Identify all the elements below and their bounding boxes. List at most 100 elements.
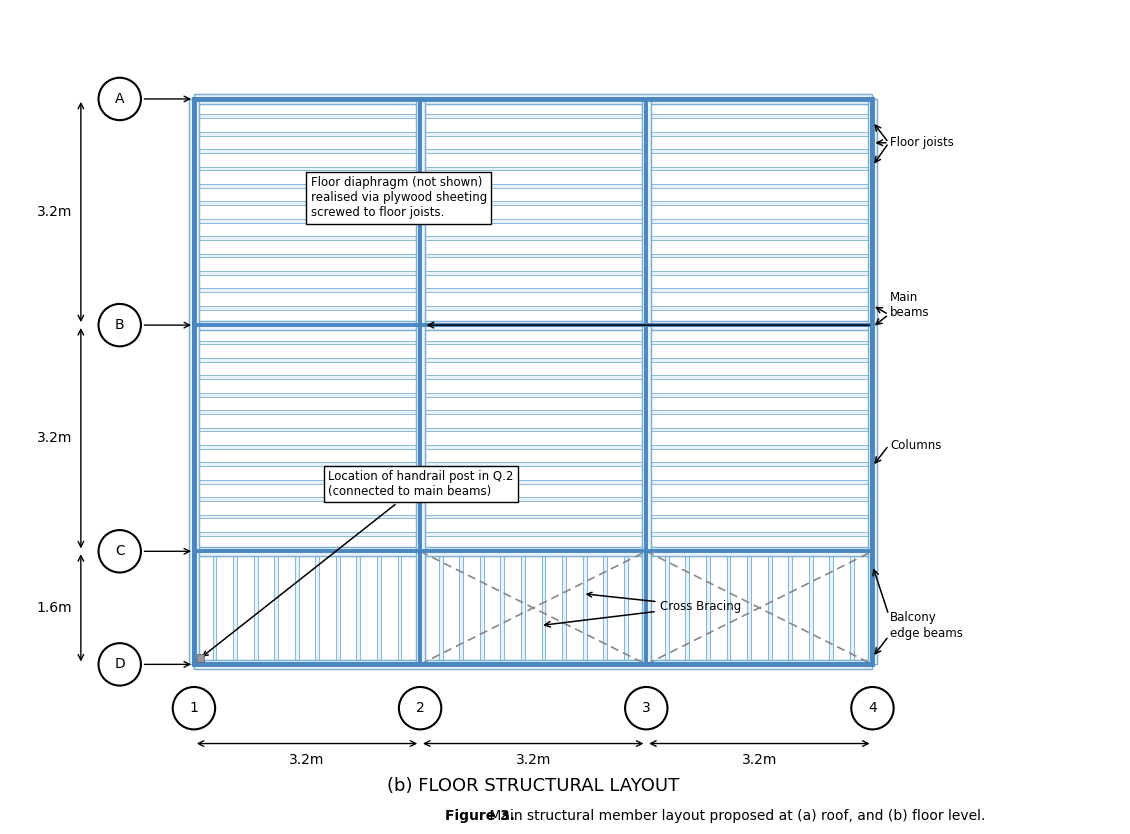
Bar: [425, 410, 642, 414]
Text: Figure 3.: Figure 3.: [445, 809, 515, 823]
Bar: [425, 428, 642, 431]
Bar: [425, 497, 642, 501]
Bar: [199, 306, 416, 309]
Bar: [651, 149, 868, 153]
Bar: [199, 132, 416, 136]
Circle shape: [98, 304, 141, 346]
Bar: [459, 556, 463, 660]
Bar: [767, 556, 772, 660]
Bar: [521, 556, 524, 660]
Bar: [194, 547, 872, 556]
Bar: [651, 167, 868, 170]
Bar: [789, 556, 792, 660]
Circle shape: [98, 78, 141, 120]
Bar: [199, 480, 416, 484]
Bar: [199, 289, 416, 292]
Text: 3: 3: [642, 701, 651, 716]
Bar: [651, 184, 868, 188]
Bar: [651, 201, 868, 205]
Bar: [425, 358, 642, 362]
Bar: [199, 114, 416, 118]
Bar: [651, 393, 868, 397]
Bar: [199, 358, 416, 362]
Bar: [194, 94, 872, 103]
Bar: [199, 393, 416, 397]
Bar: [425, 306, 642, 309]
Text: 4: 4: [868, 701, 877, 716]
Bar: [562, 556, 566, 660]
Bar: [747, 556, 751, 660]
Bar: [199, 375, 416, 379]
Text: Main
beams: Main beams: [890, 291, 930, 319]
Bar: [651, 132, 868, 136]
Bar: [425, 532, 642, 535]
Bar: [809, 556, 812, 660]
Text: C: C: [115, 545, 124, 558]
Bar: [199, 340, 416, 344]
Bar: [194, 99, 872, 665]
Bar: [651, 462, 868, 466]
Bar: [651, 428, 868, 431]
Bar: [425, 393, 642, 397]
Bar: [651, 358, 868, 362]
Circle shape: [98, 530, 141, 572]
Bar: [706, 556, 710, 660]
Bar: [438, 556, 443, 660]
Bar: [425, 462, 642, 466]
Bar: [651, 515, 868, 519]
Bar: [199, 201, 416, 205]
Bar: [199, 410, 416, 414]
Bar: [651, 410, 868, 414]
Bar: [651, 306, 868, 309]
Bar: [197, 655, 203, 661]
Bar: [212, 556, 217, 660]
Bar: [416, 99, 425, 665]
Bar: [425, 480, 642, 484]
Bar: [651, 532, 868, 535]
Bar: [583, 556, 586, 660]
Bar: [194, 94, 872, 103]
Bar: [664, 556, 669, 660]
Bar: [651, 254, 868, 258]
Bar: [651, 340, 868, 344]
Bar: [686, 556, 689, 660]
Bar: [747, 556, 751, 660]
Bar: [398, 556, 401, 660]
Bar: [194, 320, 872, 329]
Bar: [651, 289, 868, 292]
Bar: [829, 556, 833, 660]
Text: 3.2m: 3.2m: [37, 431, 72, 445]
Bar: [199, 271, 416, 275]
Bar: [425, 445, 642, 449]
Bar: [480, 556, 484, 660]
Bar: [194, 660, 872, 669]
Bar: [199, 254, 416, 258]
Text: 3.2m: 3.2m: [289, 753, 324, 766]
Bar: [199, 532, 416, 535]
Bar: [425, 167, 642, 170]
Bar: [356, 556, 360, 660]
Bar: [194, 320, 872, 329]
Bar: [850, 556, 854, 660]
Bar: [425, 184, 642, 188]
Text: 1.6m: 1.6m: [37, 600, 72, 615]
Bar: [651, 271, 868, 275]
Bar: [651, 445, 868, 449]
Text: Floor joists: Floor joists: [890, 136, 954, 149]
Bar: [624, 556, 627, 660]
Bar: [789, 556, 792, 660]
Bar: [199, 149, 416, 153]
Bar: [829, 556, 833, 660]
Bar: [651, 114, 868, 118]
Circle shape: [399, 687, 442, 730]
Bar: [438, 556, 443, 660]
Bar: [199, 167, 416, 170]
Bar: [651, 375, 868, 379]
Bar: [199, 445, 416, 449]
Bar: [868, 99, 877, 665]
Bar: [194, 547, 872, 556]
Bar: [425, 340, 642, 344]
Text: Floor diaphragm (not shown)
realised via plywood sheeting
screwed to floor joist: Floor diaphragm (not shown) realised via…: [311, 177, 487, 219]
Text: Balcony
edge beams: Balcony edge beams: [890, 611, 963, 640]
Bar: [651, 497, 868, 501]
